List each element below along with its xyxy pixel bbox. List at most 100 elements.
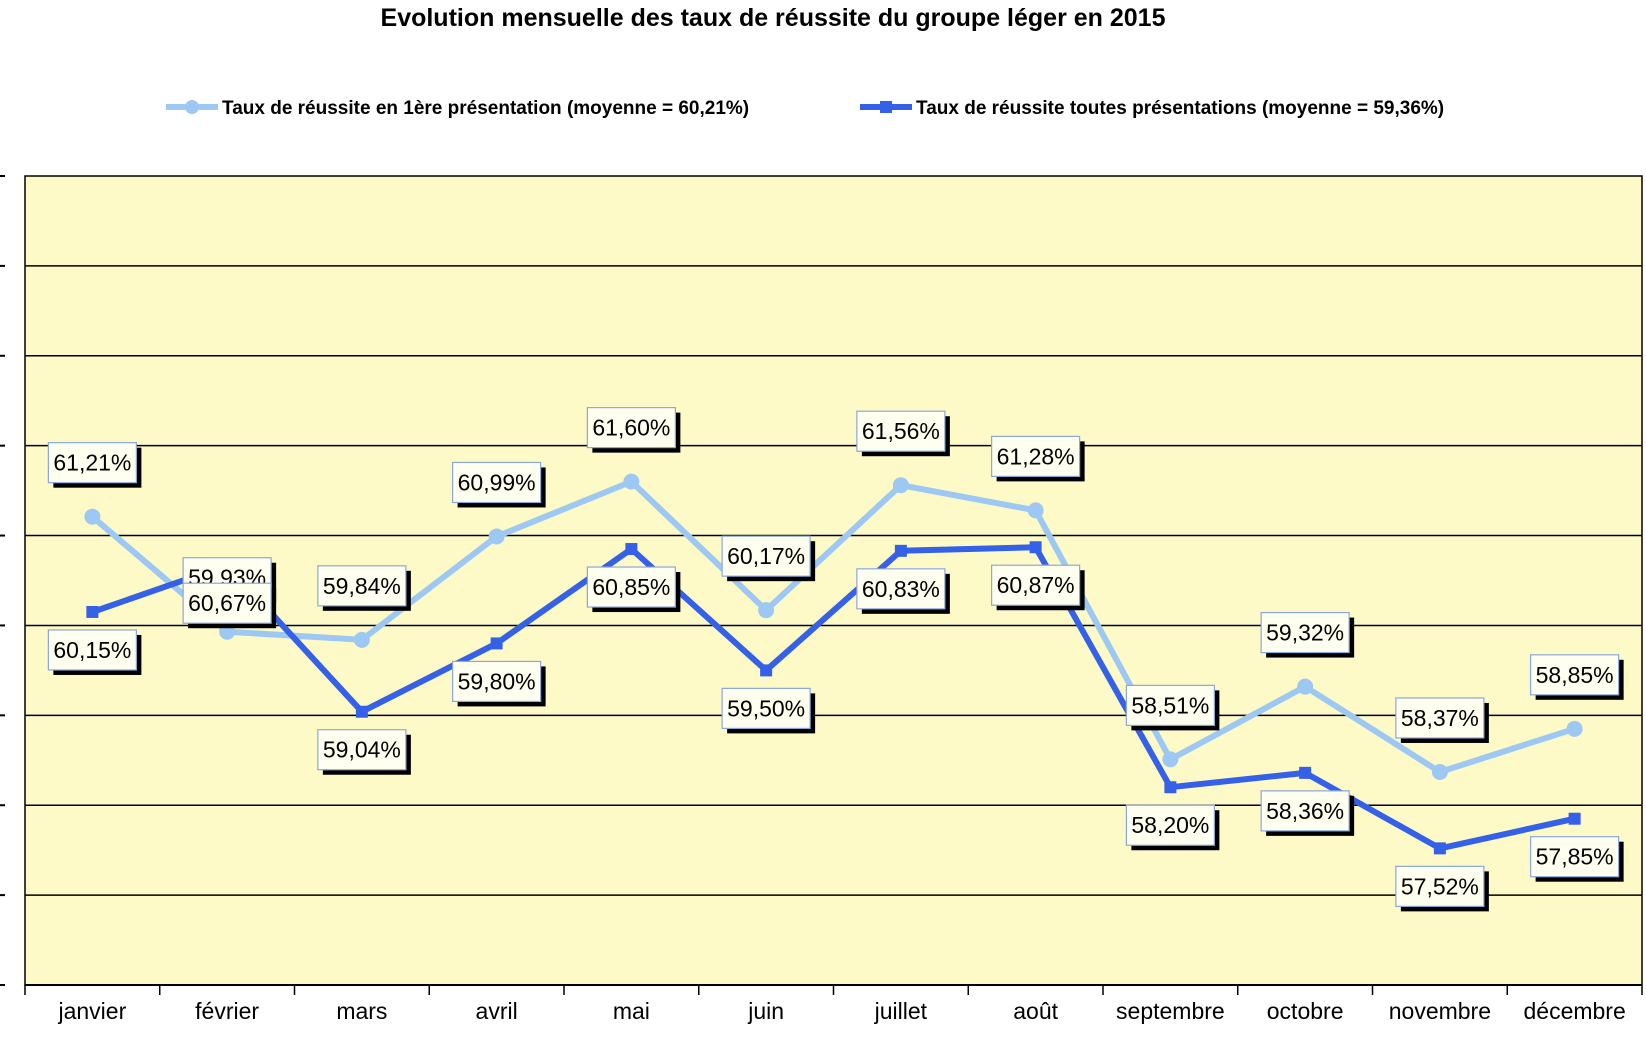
- x-tick-label: juillet: [874, 998, 928, 1024]
- data-label: 58,36%: [1260, 790, 1355, 836]
- data-point: [1566, 720, 1583, 737]
- data-label-box: [452, 461, 542, 504]
- legend-label-all-presentations: Taux de réussite toutes présentations (m…: [916, 98, 1444, 119]
- data-label-text: 60,67%: [188, 590, 266, 616]
- data-label: 59,84%: [317, 565, 411, 611]
- data-label-box: [452, 660, 542, 703]
- x-axis-ticks: [24, 985, 1643, 995]
- data-label: 58,37%: [1395, 697, 1489, 743]
- data-label-text: 60,17%: [727, 543, 805, 569]
- data-point: [84, 508, 101, 525]
- data-label: 61,60%: [586, 407, 681, 453]
- data-label-text: 57,85%: [1536, 844, 1614, 870]
- legend-marker-first-presentation: [185, 100, 199, 114]
- data-label: 57,85%: [1530, 836, 1624, 882]
- x-axis-labels: janvier février mars avril mai juin juillet aoû…: [57, 998, 1625, 1024]
- data-label-text: 61,28%: [997, 443, 1075, 469]
- data-label-box: [47, 442, 137, 484]
- legend-marker-all-presentations: [880, 101, 892, 113]
- data-label-text: 58,51%: [1131, 692, 1209, 718]
- data-label: 60,87%: [991, 564, 1085, 611]
- data-label-box: [1125, 684, 1215, 726]
- data-label-text: 60,87%: [997, 572, 1075, 598]
- x-tick-label: septembre: [1116, 998, 1225, 1024]
- data-label-text: 58,20%: [1131, 812, 1209, 838]
- series-line: [91, 544, 1576, 852]
- data-point: [1164, 781, 1177, 794]
- data-label: 61,56%: [856, 410, 950, 457]
- plot-area: [24, 175, 1643, 986]
- data-label-box: [991, 435, 1081, 477]
- data-point: [353, 631, 370, 648]
- data-label-box: [991, 564, 1081, 606]
- data-point: [623, 473, 640, 490]
- data-point: [86, 605, 99, 618]
- data-label-text: 57,52%: [1401, 873, 1479, 899]
- data-label-text: 59,84%: [323, 573, 401, 599]
- data-point: [892, 477, 909, 494]
- data-point: [1431, 763, 1448, 780]
- data-label-text: 61,60%: [592, 415, 670, 441]
- legend-label-first-presentation: Taux de réussite en 1ère présentation (m…: [222, 98, 749, 119]
- data-label: 59,32%: [1260, 611, 1355, 658]
- data-label-box: [856, 568, 946, 610]
- x-tick-label: mars: [336, 998, 387, 1024]
- data-label-text: 59,80%: [458, 668, 536, 694]
- data-point: [355, 705, 368, 718]
- data-label-box: [721, 687, 811, 729]
- data-point: [894, 544, 907, 557]
- data-label-text: 60,85%: [592, 574, 670, 600]
- data-label: 60,17%: [721, 535, 816, 582]
- data-point: [758, 602, 775, 619]
- legend-item-all-presentations: Taux de réussite toutes présentations (m…: [860, 98, 1444, 119]
- data-label: 60,99%: [452, 461, 546, 508]
- data-point: [1027, 502, 1044, 519]
- data-point: [1162, 751, 1179, 768]
- data-label: 58,51%: [1125, 684, 1220, 731]
- data-label: 60,15%: [47, 629, 142, 675]
- data-label: 57,52%: [1395, 865, 1489, 912]
- data-label-box: [721, 535, 811, 577]
- data-point: [1433, 842, 1446, 855]
- legend: Taux de réussite en 1ère présentation (m…: [166, 98, 1444, 119]
- data-point: [1029, 541, 1042, 554]
- data-label: 59,80%: [452, 660, 546, 707]
- y-axis-ticks: [0, 175, 5, 986]
- data-label-text: 59,04%: [323, 737, 401, 763]
- data-label-box: [317, 565, 407, 607]
- data-point: [1297, 678, 1314, 695]
- series-line: [90, 478, 1576, 775]
- data-label-text: 61,56%: [862, 418, 940, 444]
- data-label-text: 59,32%: [1266, 620, 1344, 646]
- data-label-box: [856, 410, 946, 452]
- x-tick-label: août: [1013, 998, 1058, 1024]
- data-label: 58,85%: [1530, 654, 1624, 700]
- data-point: [1299, 766, 1312, 779]
- data-label-box: [1530, 836, 1620, 878]
- data-label-box: [1395, 865, 1485, 907]
- data-label-box: [586, 566, 676, 608]
- data-label: 61,28%: [991, 435, 1085, 482]
- data-label-box: [1260, 611, 1350, 654]
- data-point: [1568, 812, 1581, 825]
- x-tick-label: avril: [476, 998, 518, 1024]
- data-point: [760, 664, 773, 677]
- data-label-box: [1395, 697, 1485, 739]
- legend-item-first-presentation: Taux de réussite en 1ère présentation (m…: [166, 98, 749, 119]
- chart-title: Evolution mensuelle des taux de réussite…: [381, 4, 1166, 32]
- data-label-text: 58,37%: [1401, 705, 1479, 731]
- data-label: 60,85%: [586, 566, 681, 613]
- x-tick-label: décembre: [1523, 998, 1625, 1024]
- data-point: [490, 637, 503, 650]
- data-label: 59,50%: [721, 687, 816, 734]
- x-tick-label: janvier: [57, 998, 126, 1024]
- data-label-text: 60,15%: [53, 637, 131, 663]
- x-tick-label: octobre: [1267, 998, 1344, 1024]
- data-label-text: 60,83%: [862, 576, 940, 602]
- x-tick-label: mai: [613, 998, 650, 1024]
- data-label-text: 61,21%: [53, 450, 131, 476]
- x-tick-label: février: [195, 998, 259, 1024]
- data-label-box: [182, 582, 272, 624]
- x-tick-label: novembre: [1389, 998, 1491, 1024]
